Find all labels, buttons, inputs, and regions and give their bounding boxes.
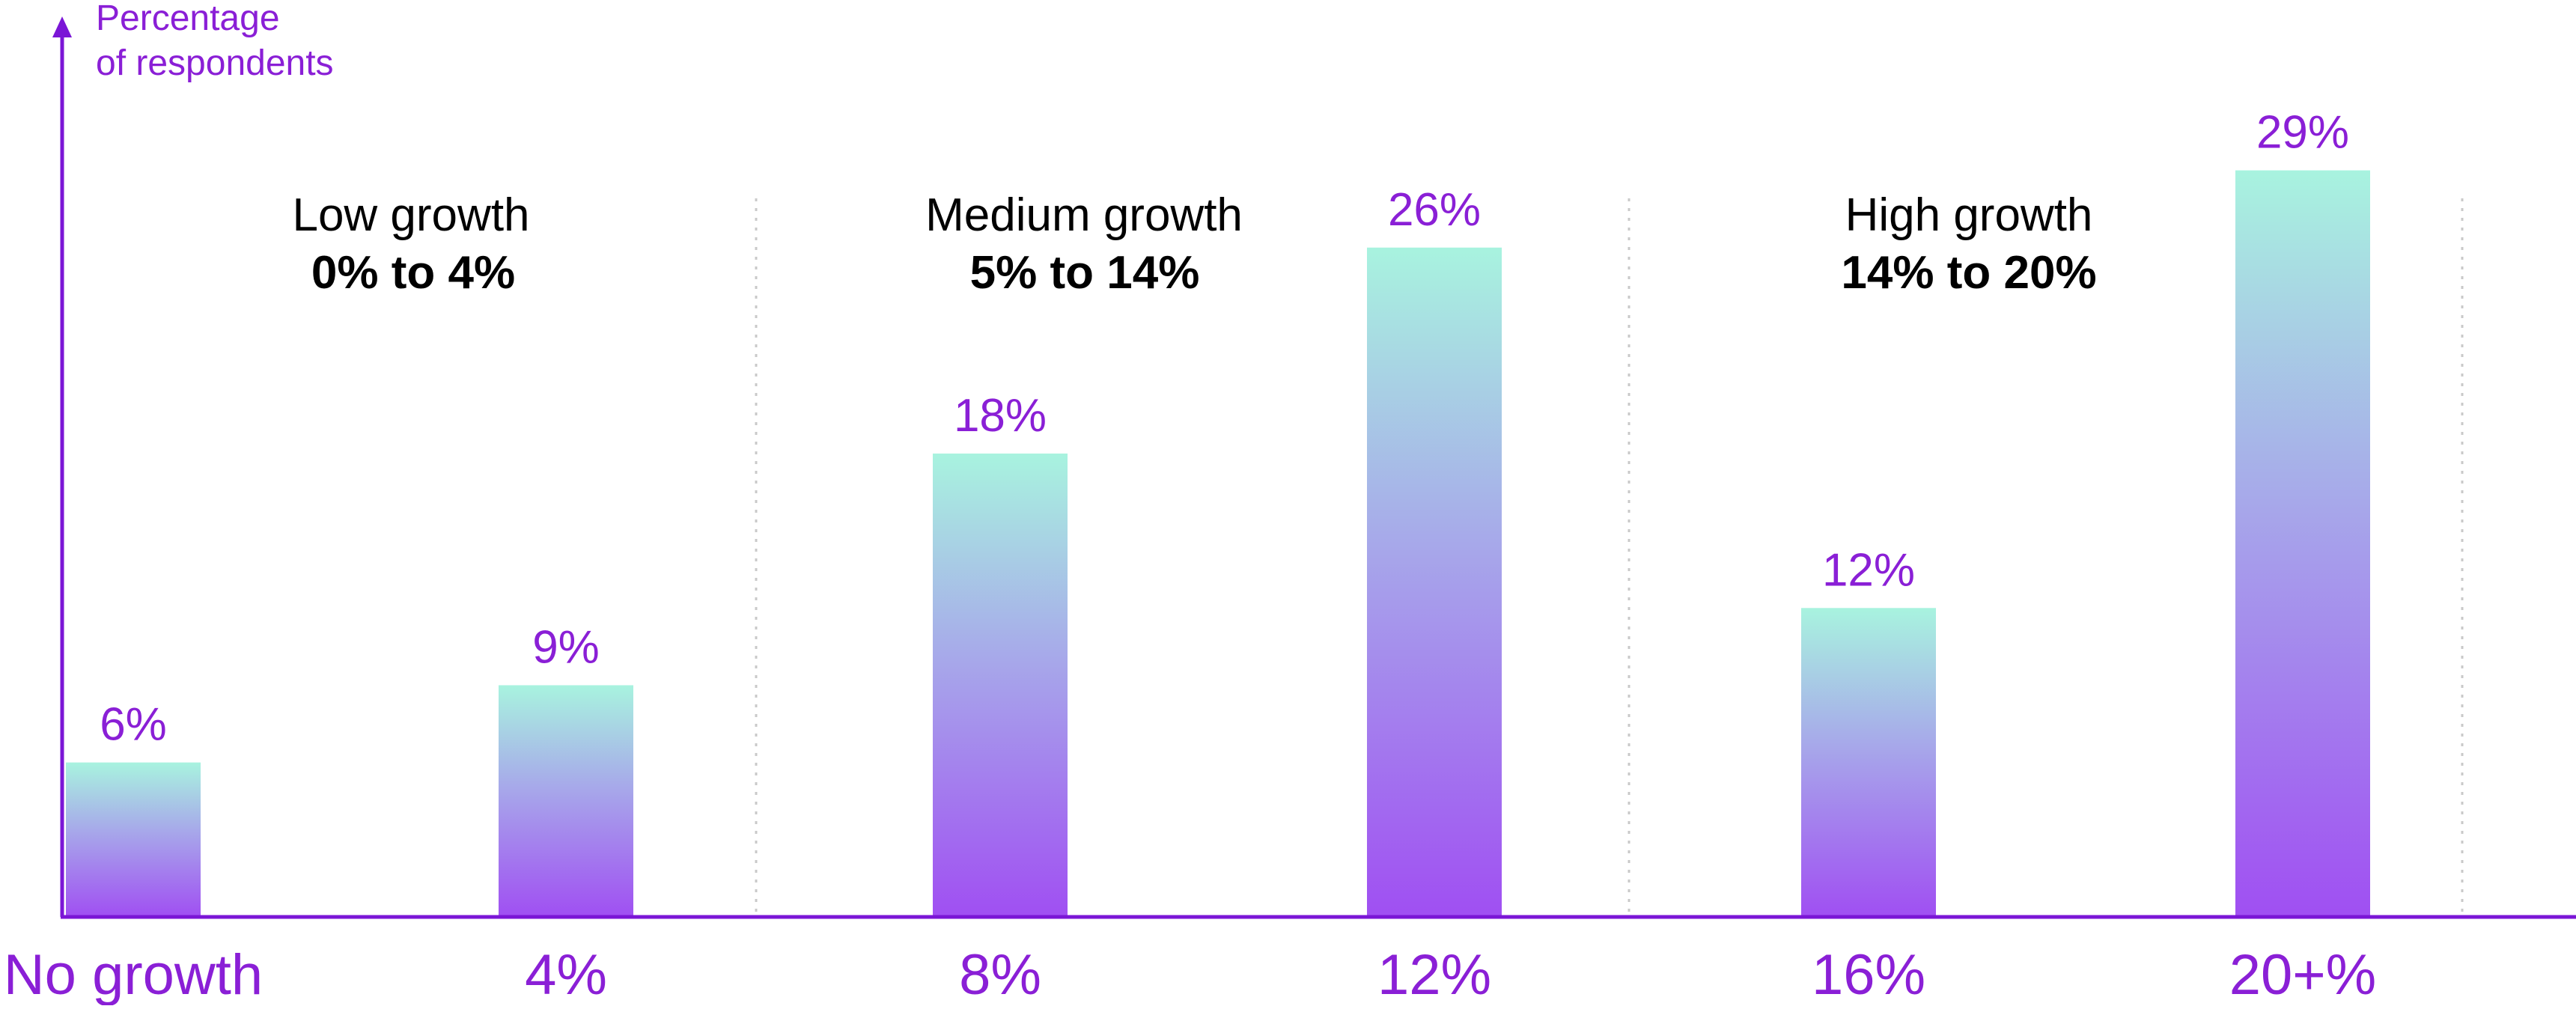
bars-layer: 6% No growth 9% 4% 18% 8% 26% 12% 12% 16% 29% 20+% [4, 107, 2377, 1007]
bar-4 [1801, 608, 1936, 917]
group-range-high: 14% to 20% [1841, 247, 2096, 299]
group-name-low: Low growth [292, 189, 529, 241]
x-tick-label-3: 12% [1377, 943, 1491, 1005]
value-label-5: 29% [2256, 107, 2349, 159]
bar-3 [1367, 247, 1502, 917]
value-label-3: 26% [1388, 184, 1481, 236]
bar-5 [2235, 170, 2370, 918]
bar-1 [499, 685, 633, 917]
group-range-medium: 5% to 14% [970, 247, 1200, 299]
group-name-high: High growth [1845, 189, 2093, 241]
group-name-medium: Medium growth [925, 189, 1243, 241]
value-label-1: 9% [532, 621, 600, 673]
y-axis-label-line-1: Percentage [96, 0, 280, 38]
x-tick-label-5: 20+% [2229, 943, 2377, 1005]
value-label-4: 12% [1822, 544, 1915, 596]
bar-2 [933, 453, 1068, 917]
x-tick-label-1: 4% [525, 943, 607, 1005]
value-label-2: 18% [954, 390, 1047, 442]
bar-0 [66, 762, 201, 917]
x-tick-label-2: 8% [959, 943, 1041, 1005]
group-range-low: 0% to 4% [311, 247, 515, 299]
x-tick-label-4: 16% [1812, 943, 1925, 1005]
y-axis-label-line-2: of respondents [96, 43, 334, 83]
x-tick-label-0: No growth [4, 943, 263, 1005]
value-label-0: 6% [100, 699, 167, 751]
y-axis-arrow [52, 16, 72, 37]
